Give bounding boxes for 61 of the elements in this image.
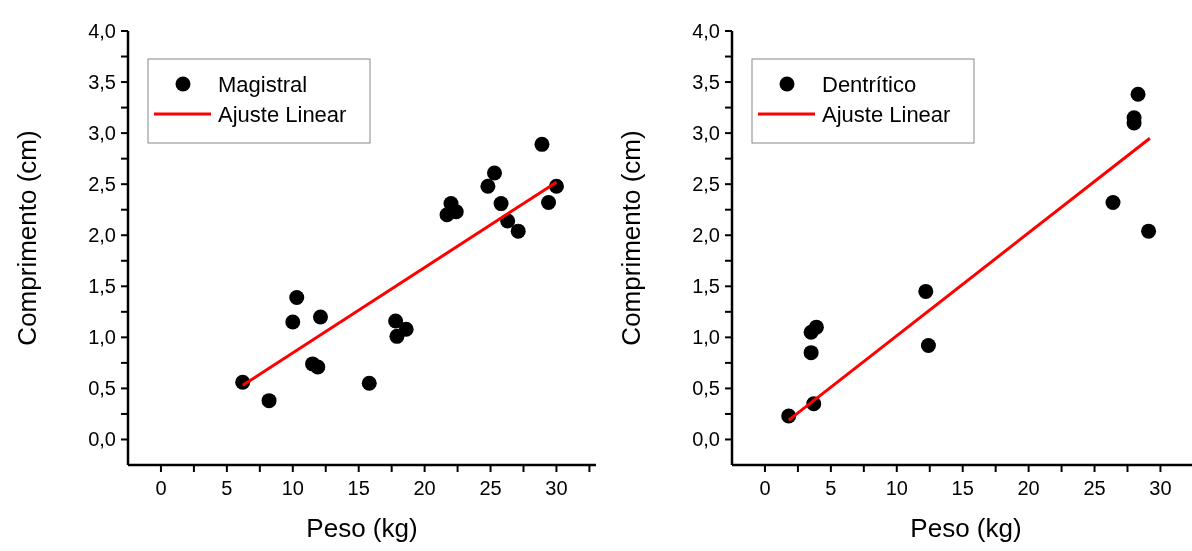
x-tick-label: 15 (347, 477, 370, 499)
x-tick-label: 5 (221, 477, 233, 499)
point (285, 314, 301, 330)
point (541, 195, 557, 211)
y-tick-label: 1,5 (692, 275, 720, 298)
point (918, 283, 934, 299)
x-tick-label: 25 (1083, 477, 1106, 499)
point (1141, 223, 1157, 239)
x-tick-label: 25 (479, 477, 502, 499)
x-tick-label: 5 (825, 477, 837, 499)
x-tick-label: 30 (1149, 477, 1172, 499)
point (808, 319, 824, 335)
y-tick-label: 0,0 (692, 428, 720, 451)
y-tick-label: 0,5 (692, 377, 720, 400)
y-tick-label: 2,5 (692, 173, 720, 196)
y-tick-label: 2,5 (88, 173, 116, 196)
x-tick-label: 15 (951, 477, 974, 499)
point (312, 309, 328, 325)
y-tick-label: 3,0 (88, 122, 116, 145)
x-tick-label: 20 (1017, 477, 1040, 499)
x-tick-label: 10 (281, 477, 304, 499)
y-tick-label: 2,0 (692, 224, 720, 247)
legend-label: Dentrítico (822, 71, 917, 97)
point (534, 136, 550, 152)
y-axis-title: Comprimento (cm) (616, 130, 646, 346)
point (361, 375, 377, 391)
point (1105, 195, 1121, 211)
point (310, 359, 326, 375)
x-axis-title: Peso (kg) (306, 513, 418, 543)
point (920, 338, 936, 354)
y-tick-label: 3,5 (88, 71, 116, 94)
y-tick-label: 0,0 (88, 428, 116, 451)
y-tick-label: 2,0 (88, 224, 116, 247)
x-axis-title: Peso (kg) (910, 513, 1022, 543)
y-axis-title: Comprimento (cm) (12, 130, 42, 346)
x-tick-label: 10 (885, 477, 908, 499)
point (486, 165, 502, 181)
point (493, 196, 509, 212)
point (398, 321, 414, 337)
point (480, 178, 496, 194)
legend-label: Ajuste Linear (218, 101, 347, 127)
x-tick-label: 20 (413, 477, 436, 499)
y-tick-label: 3,5 (692, 71, 720, 94)
point (1130, 86, 1146, 102)
x-tick-label: 30 (545, 477, 568, 499)
point (388, 313, 404, 329)
legend-label: Ajuste Linear (822, 101, 951, 127)
legend-label: Magistral (218, 71, 308, 97)
y-tick-label: 1,0 (88, 326, 116, 349)
y-tick-label: 4,0 (692, 20, 720, 42)
y-tick-label: 3,0 (692, 122, 720, 145)
y-tick-label: 1,5 (88, 275, 116, 298)
x-tick-label: 0 (759, 477, 771, 499)
point (803, 345, 819, 361)
y-tick-label: 1,0 (692, 326, 720, 349)
x-tick-label: 0 (155, 477, 167, 499)
y-tick-label: 4,0 (88, 20, 116, 42)
point (261, 393, 277, 409)
point (510, 223, 526, 239)
y-tick-label: 0,5 (88, 377, 116, 400)
point (289, 290, 305, 306)
